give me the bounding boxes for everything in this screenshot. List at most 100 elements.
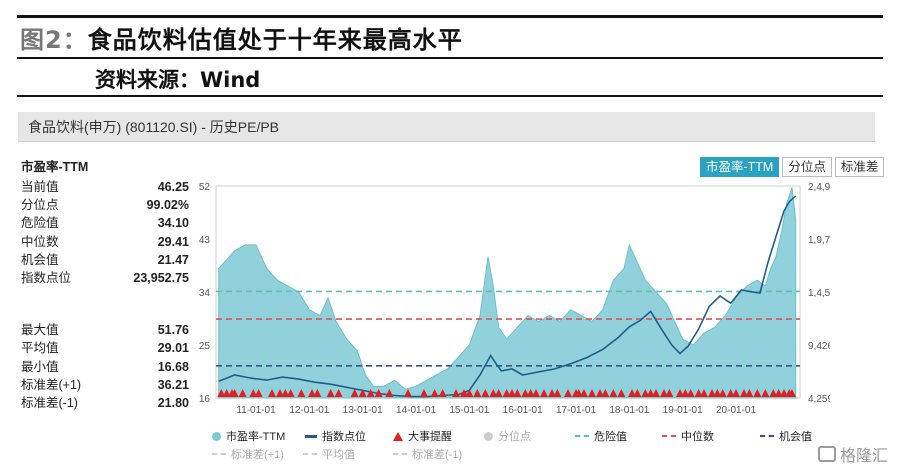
legend-dot-icon bbox=[212, 431, 221, 441]
legend-dot-icon bbox=[484, 431, 493, 441]
legend-item[interactable]: 标准差(+1) bbox=[212, 446, 284, 462]
stats-current-row: 机会值 21.47 bbox=[21, 251, 189, 269]
index-level-line bbox=[218, 195, 797, 398]
event-marker bbox=[374, 389, 383, 397]
event-marker bbox=[217, 389, 226, 397]
stat-label: 机会值 bbox=[21, 252, 59, 267]
event-marker bbox=[502, 389, 511, 397]
y-left-tick-label: 25 bbox=[199, 341, 211, 352]
tab-2[interactable]: 标准差 bbox=[834, 157, 885, 177]
watermark-logo: 格隆汇 bbox=[817, 442, 888, 466]
x-tick-label: 17-01-01 bbox=[556, 405, 596, 416]
legend-bar-icon bbox=[305, 434, 317, 438]
y-left-tick-label: 52 bbox=[199, 182, 211, 193]
legend-item[interactable]: 指数点位 bbox=[305, 428, 366, 444]
legend-label: 市盈率-TTM bbox=[226, 431, 286, 443]
event-marker bbox=[718, 389, 727, 397]
stats-section-title: 市盈率-TTM bbox=[21, 160, 89, 174]
legend-label: 大事提醒 bbox=[408, 431, 452, 443]
stat-label: 最小值 bbox=[21, 359, 59, 374]
pe-chart[interactable]: 52 43 34 25 16 2,4,927 1,9,760 1,4,593 9,426 4,25… bbox=[190, 176, 830, 421]
event-marker bbox=[617, 389, 626, 397]
legend-item[interactable]: 机会值 bbox=[760, 428, 812, 444]
legend-item[interactable]: 大事提醒 bbox=[393, 428, 452, 444]
event-marker bbox=[780, 389, 788, 397]
event-marker bbox=[540, 389, 548, 397]
y-right-tick-label: 1,9,760 bbox=[808, 235, 830, 246]
legend-label: 指数点位 bbox=[322, 431, 366, 443]
stats-summary-row: 标准差(-1) 21.80 bbox=[21, 394, 189, 412]
legend-label: 危险值 bbox=[594, 431, 627, 443]
stat-label: 最大值 bbox=[21, 323, 59, 338]
stats-current-row: 危险值 34.10 bbox=[21, 214, 189, 232]
stat-label: 中位数 bbox=[21, 234, 59, 249]
tab-1[interactable]: 分位点 bbox=[782, 157, 832, 177]
event-marker bbox=[326, 389, 335, 397]
stats-summary-list: 最大值 51.76 平均值 29.01 最小值 16.68 标准差(+1) 36.21 标准差(… bbox=[21, 321, 189, 412]
event-marker bbox=[532, 389, 540, 397]
legend-item[interactable]: 市盈率-TTM bbox=[212, 428, 285, 444]
event-marker bbox=[676, 389, 684, 397]
event-marker bbox=[358, 389, 367, 397]
stat-value: 51.76 bbox=[157, 323, 189, 338]
event-marker bbox=[473, 389, 482, 397]
legend-item[interactable]: 平均值 bbox=[303, 446, 355, 462]
event-marker bbox=[761, 389, 770, 397]
tab-0[interactable]: 市盈率-TTM bbox=[700, 157, 780, 177]
event-marker bbox=[313, 389, 322, 397]
event-marker bbox=[609, 389, 618, 397]
stat-value: 34.10 bbox=[157, 216, 189, 231]
event-marker bbox=[665, 389, 674, 397]
y-left-tick-label: 43 bbox=[199, 235, 211, 246]
event-marker bbox=[708, 389, 716, 397]
y-right-tick-label: 2,4,927 bbox=[808, 182, 830, 193]
watermark-text: 格隆汇 bbox=[839, 448, 888, 465]
stats-panel: 市盈率-TTM 当前值 46.25 分位点 99.02% 危险值 34.10 中位数 29.4… bbox=[21, 156, 189, 412]
stats-current-row: 当前值 46.25 bbox=[21, 178, 189, 196]
event-marker bbox=[564, 389, 572, 397]
event-marker bbox=[713, 389, 722, 397]
event-marker bbox=[513, 389, 522, 397]
x-tick-label: 16-01-01 bbox=[503, 405, 543, 416]
legend-item[interactable]: 标准差(-1) bbox=[393, 446, 462, 462]
figure-title-text: 食品饮料估值处于十年来最高水平 bbox=[87, 26, 463, 54]
legend-item[interactable]: 中位数 bbox=[662, 428, 714, 444]
event-marker bbox=[526, 389, 535, 397]
stats-current-row: 指数点位 23,952.75 bbox=[21, 269, 189, 287]
event-marker bbox=[494, 389, 503, 397]
legend-item[interactable]: 分位点 bbox=[484, 428, 531, 444]
watermark-box-icon bbox=[817, 446, 836, 462]
event-marker bbox=[249, 389, 258, 397]
event-marker bbox=[297, 389, 306, 397]
stat-value: 29.01 bbox=[157, 341, 189, 356]
stats-summary-row: 最大值 51.76 bbox=[21, 321, 189, 339]
event-marker bbox=[700, 389, 708, 397]
figure-number: 图2： bbox=[20, 26, 88, 54]
stats-summary-row: 最小值 16.68 bbox=[21, 358, 189, 376]
x-tick-label: 11-01-01 bbox=[236, 405, 276, 416]
event-marker bbox=[646, 389, 655, 397]
stat-label: 指数点位 bbox=[21, 270, 72, 285]
panel-header: 食品饮料(申万) (801120.SI) - 历史PE/PB bbox=[18, 112, 875, 142]
event-marker bbox=[404, 389, 412, 397]
event-marker bbox=[596, 389, 604, 397]
event-marker bbox=[465, 389, 474, 397]
stats-summary-row: 标准差(+1) 36.21 bbox=[21, 376, 189, 394]
event-marker bbox=[681, 389, 690, 397]
legend-dash-icon bbox=[662, 435, 676, 437]
event-marker bbox=[281, 389, 290, 397]
y-right-tick-label: 1,4,593 bbox=[808, 288, 830, 299]
event-marker bbox=[788, 389, 796, 397]
stat-value: 21.80 bbox=[157, 395, 189, 410]
x-tick-label: 20-01-01 bbox=[716, 405, 756, 416]
x-tick-label: 14-01-01 bbox=[396, 405, 436, 416]
event-marker bbox=[601, 389, 610, 397]
event-marker bbox=[641, 389, 650, 397]
event-marker bbox=[438, 389, 447, 397]
legend-dash-icon bbox=[393, 453, 407, 455]
event-marker bbox=[366, 389, 375, 397]
top-rule bbox=[17, 15, 883, 18]
event-marker bbox=[254, 389, 263, 397]
legend-item[interactable]: 危险值 bbox=[575, 428, 627, 444]
legend-label: 平均值 bbox=[322, 449, 355, 461]
